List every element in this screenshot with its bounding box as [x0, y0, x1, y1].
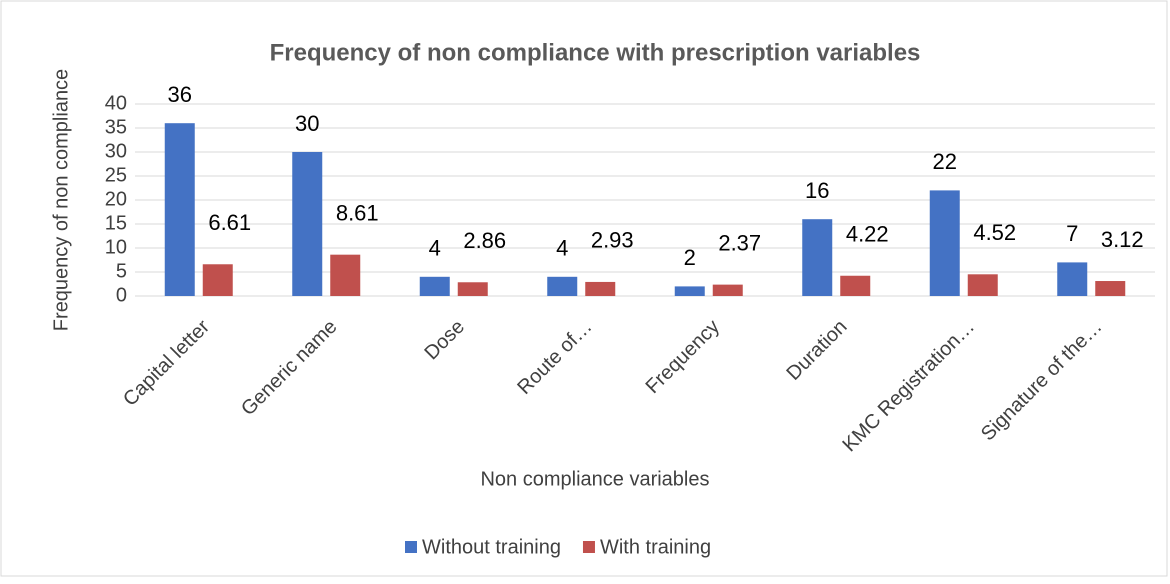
bar — [1095, 281, 1126, 296]
bar — [712, 284, 743, 296]
value-label: 30 — [295, 111, 319, 136]
value-label: 4.52 — [973, 220, 1016, 245]
bar — [547, 276, 578, 296]
bar — [419, 276, 450, 296]
bar — [929, 190, 960, 296]
value-label: 3.12 — [1101, 227, 1144, 252]
value-label: 7 — [1066, 221, 1078, 246]
y-tick-label: 20 — [105, 188, 127, 210]
x-axis-label: Non compliance variables — [480, 468, 709, 490]
y-tick-label: 10 — [105, 236, 127, 258]
value-label: 4 — [429, 236, 441, 261]
value-label: 4.22 — [846, 222, 889, 247]
value-label: 8.61 — [336, 200, 379, 225]
legend-swatch — [405, 541, 417, 553]
value-label: 2 — [684, 245, 696, 270]
y-tick-label: 35 — [105, 116, 127, 138]
y-tick-label: 30 — [105, 140, 127, 162]
value-label: 4 — [556, 236, 568, 261]
bar — [802, 219, 833, 296]
value-label: 22 — [933, 149, 957, 174]
bar — [840, 275, 871, 296]
bar — [674, 286, 705, 296]
legend-label: With training — [600, 536, 711, 558]
value-label: 6.61 — [208, 210, 251, 235]
value-label: 16 — [805, 178, 829, 203]
y-axis-label: Frequency of non compliance — [50, 69, 72, 331]
y-tick-label: 15 — [105, 212, 127, 234]
y-tick-label: 25 — [105, 164, 127, 186]
y-tick-label: 0 — [116, 284, 127, 306]
bar — [585, 281, 616, 296]
bar — [457, 282, 488, 296]
bar — [1057, 262, 1088, 296]
value-label: 36 — [168, 82, 192, 107]
legend-label: Without training — [422, 536, 561, 558]
bar — [967, 274, 998, 296]
value-label: 2.86 — [463, 228, 506, 253]
legend-swatch — [582, 541, 595, 553]
value-label: 2.37 — [718, 230, 761, 255]
bar — [292, 152, 323, 296]
bar — [202, 264, 233, 296]
bar — [164, 123, 195, 296]
y-tick-label: 5 — [116, 260, 127, 282]
y-tick-label: 40 — [105, 92, 127, 114]
bar — [330, 254, 361, 296]
value-label: 2.93 — [591, 228, 634, 253]
chart-title: Frequency of non compliance with prescri… — [270, 39, 921, 66]
